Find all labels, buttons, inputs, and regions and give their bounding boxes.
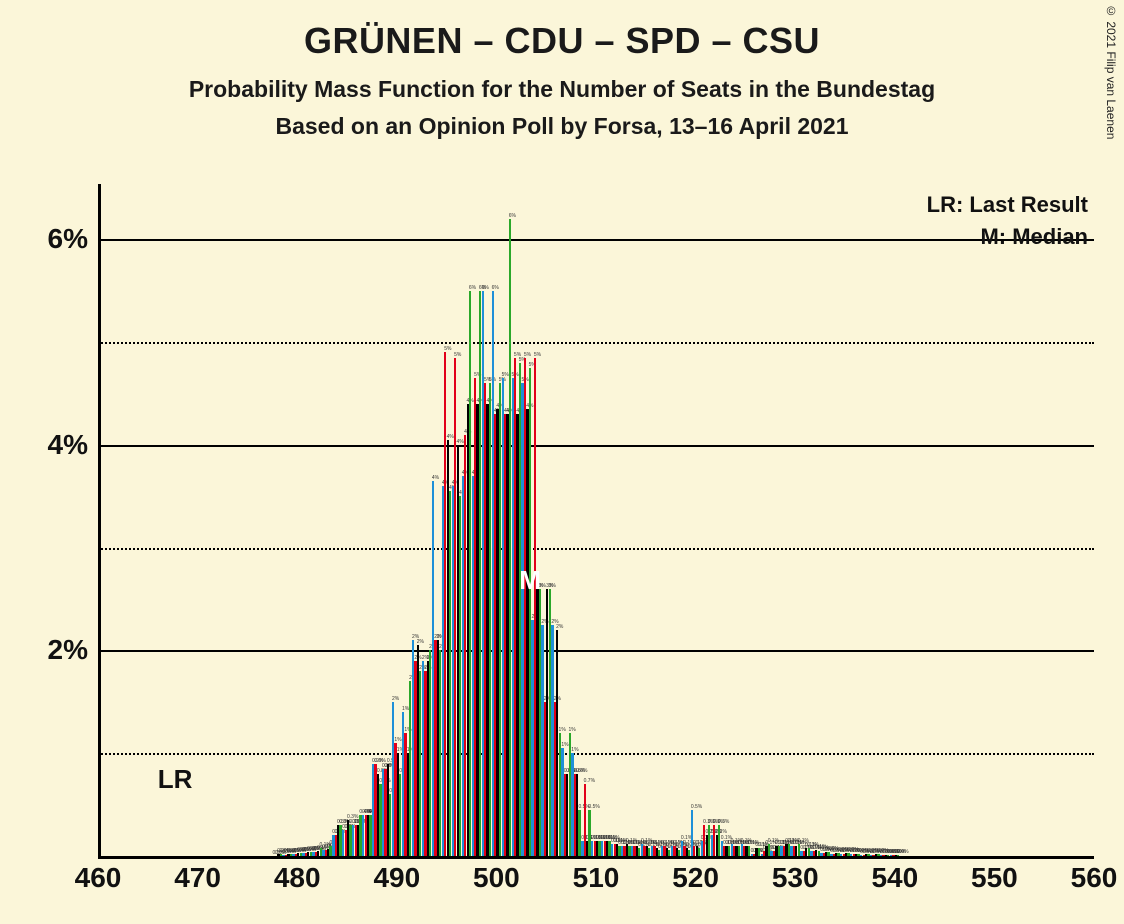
x-tick-label: 510 xyxy=(573,862,620,894)
copyright-text: © 2021 Filip van Laenen xyxy=(1104,4,1118,139)
legend-m: M: Median xyxy=(927,224,1088,250)
bar-value-label: 4% xyxy=(447,435,449,440)
bar-value-label: 0.9% xyxy=(374,759,376,764)
bar-value-label: 5% xyxy=(474,373,476,378)
x-tick-label: 560 xyxy=(1071,862,1118,894)
bar-value-label: 4% xyxy=(457,440,459,445)
bar-value-label: 5% xyxy=(524,353,526,358)
x-tick-label: 550 xyxy=(971,862,1018,894)
bar-value-label: 1% xyxy=(561,743,563,748)
bar-value-label: 1% xyxy=(397,748,399,753)
bar-value-label: 6% xyxy=(469,286,471,291)
bar-value-label: 0.5% xyxy=(691,805,693,810)
legend-box: LR: Last Result M: Median xyxy=(927,192,1088,250)
bar-value-label: 0.3% xyxy=(708,820,710,825)
x-tick-label: 540 xyxy=(871,862,918,894)
x-tick-label: 490 xyxy=(373,862,420,894)
bar-value-label: 0.5% xyxy=(578,805,580,810)
y-tick-label: 6% xyxy=(48,223,88,255)
bar-value-label: 0.8% xyxy=(377,769,379,774)
chart-subtitle-2: Based on an Opinion Poll by Forsa, 13–16… xyxy=(0,113,1124,140)
bar-value-label: 1% xyxy=(571,748,573,753)
bar-value-label: 0.1% xyxy=(768,839,770,844)
bar-value-label: 6% xyxy=(482,286,484,291)
bar-value-label: 3% xyxy=(539,584,541,589)
bar-value-label: 2% xyxy=(417,640,419,645)
bar-value-label: 4% xyxy=(432,476,434,481)
chart-titles: GRÜNEN – CDU – SPD – CSU Probability Mas… xyxy=(0,0,1124,140)
bar-value-label: 6% xyxy=(509,214,511,219)
bar-value-label: 2% xyxy=(556,625,558,630)
bar-value-label: 0.3% xyxy=(703,820,705,825)
bar-value-label: 5% xyxy=(454,353,456,358)
x-tick-label: 460 xyxy=(75,862,122,894)
bar-value-label: 5% xyxy=(484,378,486,383)
bar-value-label: 5% xyxy=(502,373,504,378)
chart-title: GRÜNEN – CDU – SPD – CSU xyxy=(0,20,1124,62)
x-tick-label: 500 xyxy=(473,862,520,894)
y-tick-label: 4% xyxy=(48,429,88,461)
bar-value-label: 1% xyxy=(404,728,406,733)
bar-value-label: 3% xyxy=(549,584,551,589)
bar-value-label: 2% xyxy=(422,656,424,661)
x-tick-label: 470 xyxy=(174,862,221,894)
bar-value-label: 0.5% xyxy=(588,805,590,810)
bar-value-label: 0.1% xyxy=(748,841,750,846)
bar-value-label: 1% xyxy=(559,728,561,733)
x-axis-line xyxy=(98,856,1094,859)
bar-value-label: 1% xyxy=(569,728,571,733)
bar-value-label: 5% xyxy=(529,363,531,368)
bar-value-label: 0.1% xyxy=(758,843,760,848)
bar-value-label: 0.0% xyxy=(897,850,899,855)
x-tick-label: 530 xyxy=(772,862,819,894)
chart-bars: 0.0%0.0%0.0%0.0%0.0%0.0%0.0%0.0%0.0%0.0%… xyxy=(98,188,1094,856)
bar-value-label: 0.8% xyxy=(576,769,578,774)
y-axis-line xyxy=(98,184,101,856)
bar-value-label: 5% xyxy=(514,353,516,358)
bar-value-label: 5% xyxy=(534,353,536,358)
bar-value-label: 2% xyxy=(437,635,439,640)
bar-value-label: 0.7% xyxy=(584,779,586,784)
bar-value-label: 2% xyxy=(541,620,543,625)
bar-value-label: 6% xyxy=(492,286,494,291)
bar-value-label: 2% xyxy=(412,635,414,640)
x-tick-label: 520 xyxy=(672,862,719,894)
chart-plot-area: 0.0%0.0%0.0%0.0%0.0%0.0%0.0%0.0%0.0%0.0%… xyxy=(98,188,1094,856)
bar-value-label: 0.9% xyxy=(387,759,389,764)
bar-value-label: 1% xyxy=(402,707,404,712)
bar-value-label: 2% xyxy=(392,697,394,702)
bar-value-label: 0.3% xyxy=(713,820,715,825)
bar-value-label: 1% xyxy=(394,738,396,743)
bar-value-label: 0.1% xyxy=(798,839,800,844)
bar-value-label: 2% xyxy=(551,620,553,625)
bar-value-label: 5% xyxy=(519,358,521,363)
bar-value-label: 0.3% xyxy=(718,820,720,825)
legend-lr: LR: Last Result xyxy=(927,192,1088,218)
chart-subtitle-1: Probability Mass Function for the Number… xyxy=(0,76,1124,103)
y-tick-label: 2% xyxy=(48,634,88,666)
x-tick-label: 480 xyxy=(274,862,321,894)
bar-value-label: 5% xyxy=(444,347,446,352)
